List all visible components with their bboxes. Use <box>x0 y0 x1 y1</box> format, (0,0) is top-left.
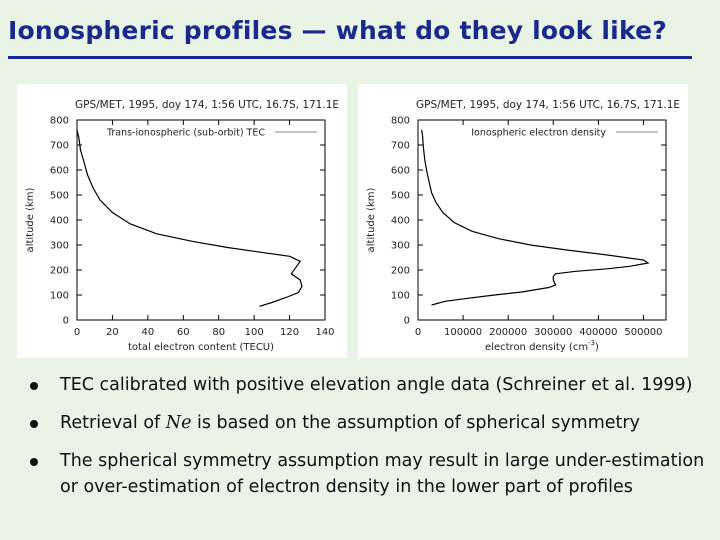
bullet-item: The spherical symmetry assumption may re… <box>30 448 710 500</box>
tec-chart: GPS/MET, 1995, doy 174, 1:56 UTC, 16.7S,… <box>25 99 339 353</box>
y-tick-label: 200 <box>50 266 69 277</box>
x-tick-label: 300000 <box>534 327 572 338</box>
y-tick-label: 800 <box>391 116 410 127</box>
ne-symbol: Ne <box>165 413 192 433</box>
series-line <box>76 129 303 307</box>
x-tick-label: 100 <box>245 327 264 338</box>
legend-label: Trans-ionospheric (sub-orbit) TEC <box>106 128 265 139</box>
y-tick-label: 600 <box>391 166 410 177</box>
slide-title: Ionospheric profiles — what do they look… <box>8 16 667 45</box>
plot-frame <box>417 119 667 321</box>
x-tick-label: 500000 <box>624 327 662 338</box>
density-chart-panel: GPS/MET, 1995, doy 174, 1:56 UTC, 16.7S,… <box>358 84 688 358</box>
x-tick-label: 120 <box>280 327 299 338</box>
electron-density-chart: GPS/MET, 1995, doy 174, 1:56 UTC, 16.7S,… <box>366 99 680 353</box>
bullet-text: The spherical symmetry assumption may re… <box>60 451 705 497</box>
y-tick-label: 300 <box>50 241 69 252</box>
bullet-text-pre: Retrieval of <box>60 413 166 433</box>
y-tick-label: 300 <box>391 241 410 252</box>
x-tick-label: 400000 <box>579 327 617 338</box>
y-tick-label: 800 <box>50 116 69 127</box>
x-tick-label: 0 <box>74 327 80 338</box>
chart-title: GPS/MET, 1995, doy 174, 1:56 UTC, 16.7S,… <box>75 99 339 111</box>
bullet-dot <box>30 382 38 390</box>
bullet-item: Retrieval of Ne is based on the assumpti… <box>30 410 710 436</box>
y-axis-label: altitude (km) <box>366 187 377 252</box>
bullet-text-post: is based on the assumption of spherical … <box>191 413 640 433</box>
title-underline <box>8 56 692 59</box>
bullet-dot <box>30 420 38 428</box>
x-tick-label: 200000 <box>489 327 527 338</box>
chart-title: GPS/MET, 1995, doy 174, 1:56 UTC, 16.7S,… <box>416 99 680 111</box>
x-tick-label: 100000 <box>444 327 482 338</box>
y-tick-label: 0 <box>63 316 69 327</box>
bullet-text: TEC calibrated with positive elevation a… <box>60 375 693 395</box>
y-tick-label: 600 <box>50 166 69 177</box>
x-tick-label: 40 <box>141 327 154 338</box>
x-axis-label: total electron content (TECU) <box>128 342 274 353</box>
bullet-list: TEC calibrated with positive elevation a… <box>30 372 710 512</box>
x-tick-label: 0 <box>415 327 421 338</box>
legend-label: Ionospheric electron density <box>471 128 606 139</box>
y-tick-label: 100 <box>391 291 410 302</box>
x-tick-label: 60 <box>177 327 190 338</box>
y-tick-label: 500 <box>391 191 410 202</box>
y-tick-label: 400 <box>391 216 410 227</box>
bullet-dot <box>30 458 38 466</box>
y-tick-label: 400 <box>50 216 69 227</box>
series-line <box>421 129 650 306</box>
x-axis-label: electron density (cm-3) <box>485 339 599 353</box>
tec-chart-panel: GPS/MET, 1995, doy 174, 1:56 UTC, 16.7S,… <box>17 84 347 358</box>
y-tick-label: 100 <box>50 291 69 302</box>
y-axis-label: altitude (km) <box>25 187 36 252</box>
bullet-item: TEC calibrated with positive elevation a… <box>30 372 710 398</box>
y-tick-label: 500 <box>50 191 69 202</box>
y-tick-label: 700 <box>391 141 410 152</box>
y-tick-label: 200 <box>391 266 410 277</box>
x-tick-label: 80 <box>212 327 225 338</box>
plot-frame <box>76 119 326 321</box>
y-tick-label: 0 <box>404 316 410 327</box>
x-tick-label: 20 <box>106 327 119 338</box>
x-tick-label: 140 <box>315 327 334 338</box>
y-tick-label: 700 <box>50 141 69 152</box>
